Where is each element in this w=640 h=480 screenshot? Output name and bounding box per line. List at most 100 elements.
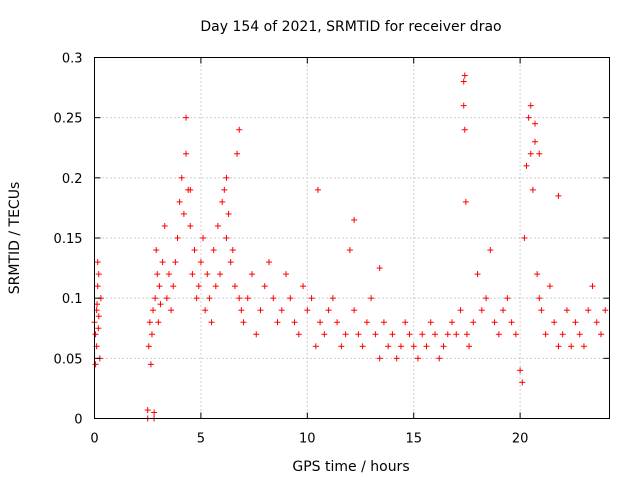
data-point [551,319,558,326]
y-tick-label: 0.2 [62,172,83,187]
data-point [231,283,238,290]
data-point [355,331,362,338]
data-point [261,283,268,290]
data-point [527,102,534,109]
data-point [483,295,490,302]
data-point [229,247,236,254]
data-point [159,259,166,266]
data-point [478,307,485,314]
data-point [193,295,200,302]
data-point [372,331,379,338]
x-tick-label: 10 [299,432,316,447]
data-point [200,235,207,241]
data-point [463,331,470,338]
data-point [536,150,543,157]
data-point [376,355,383,362]
data-point [208,319,215,326]
data-point [380,319,387,326]
data-point [168,307,175,314]
data-point [457,307,464,314]
data-point [534,271,541,278]
data-point [568,343,575,350]
data-point [287,295,294,302]
data-point [602,307,609,314]
data-point [580,343,587,350]
data-point [508,319,515,326]
data-point [212,283,219,290]
data-point [321,331,328,338]
data-point [423,343,430,350]
data-point [419,331,426,338]
data-point [342,331,349,338]
data-point [523,162,530,169]
data-point [572,319,579,326]
data-point [461,126,468,133]
data-point [453,331,460,338]
data-point [555,192,562,199]
chart-title: Day 154 of 2021, SRMTID for receiver dra… [200,19,501,35]
data-point [597,331,604,338]
x-tick-label: 20 [512,432,529,447]
data-point [462,198,469,205]
data-point [248,271,255,278]
data-point [94,301,101,308]
data-point [436,355,443,362]
data-point [385,343,392,350]
data-point [146,319,153,326]
data-point [163,295,170,302]
axis-ticks [94,57,610,419]
data-point [312,343,319,350]
y-axis-label: SRMTID / TECUs [7,182,23,295]
data-point [532,138,539,145]
data-point [460,78,467,85]
data-point [521,235,528,241]
data-point [368,295,375,302]
data-point [95,271,102,278]
data-point [206,295,213,302]
data-point [253,331,260,338]
data-point [563,307,570,314]
x-tick-label: 5 [197,432,205,447]
data-point [95,325,102,332]
data-point [351,307,358,314]
data-point [145,343,152,350]
data-point [346,247,353,254]
data-point [593,319,600,326]
data-point [410,343,417,350]
data-point [223,174,230,181]
data-point [161,222,168,229]
data-point [300,283,307,290]
data-point [180,210,187,217]
data-points [91,72,609,422]
data-point [240,319,247,326]
data-point [210,247,217,254]
data-point [165,271,172,278]
data-point [234,150,241,157]
data-point [519,379,526,386]
data-point [555,343,562,350]
data-point [389,331,396,338]
data-point [195,283,202,290]
data-point [238,307,245,314]
data-point [176,198,183,205]
data-point [359,343,366,350]
data-point [406,331,413,338]
data-point [187,222,194,229]
y-tick-label: 0.15 [54,232,83,247]
data-point [157,301,164,308]
data-point [427,319,434,326]
data-point [576,331,583,338]
data-point [529,186,536,193]
data-point [219,198,226,205]
data-point [559,331,566,338]
data-point [217,271,224,278]
data-point [214,222,221,229]
data-point [221,186,228,193]
data-point [270,295,277,302]
data-point [525,114,532,121]
data-point [504,295,511,302]
data-point [491,319,498,326]
data-point [304,307,311,314]
data-point [94,283,101,290]
data-point [236,126,243,133]
